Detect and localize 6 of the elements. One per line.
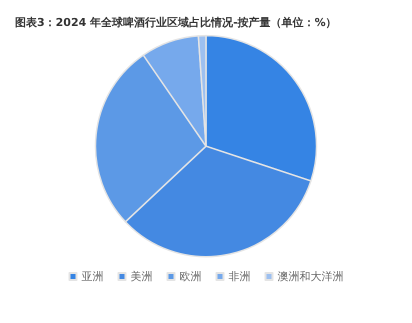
legend-label: 澳洲和大洋洲 xyxy=(278,270,344,283)
legend-label: 美洲 xyxy=(130,270,152,283)
legend-label: 非洲 xyxy=(228,270,250,283)
chart-title: 图表3：2024 年全球啤酒行业区域占比情况-按产量（单位：%） xyxy=(15,16,337,29)
legend-label: 欧洲 xyxy=(180,270,202,283)
legend-label: 亚洲 xyxy=(82,270,104,283)
